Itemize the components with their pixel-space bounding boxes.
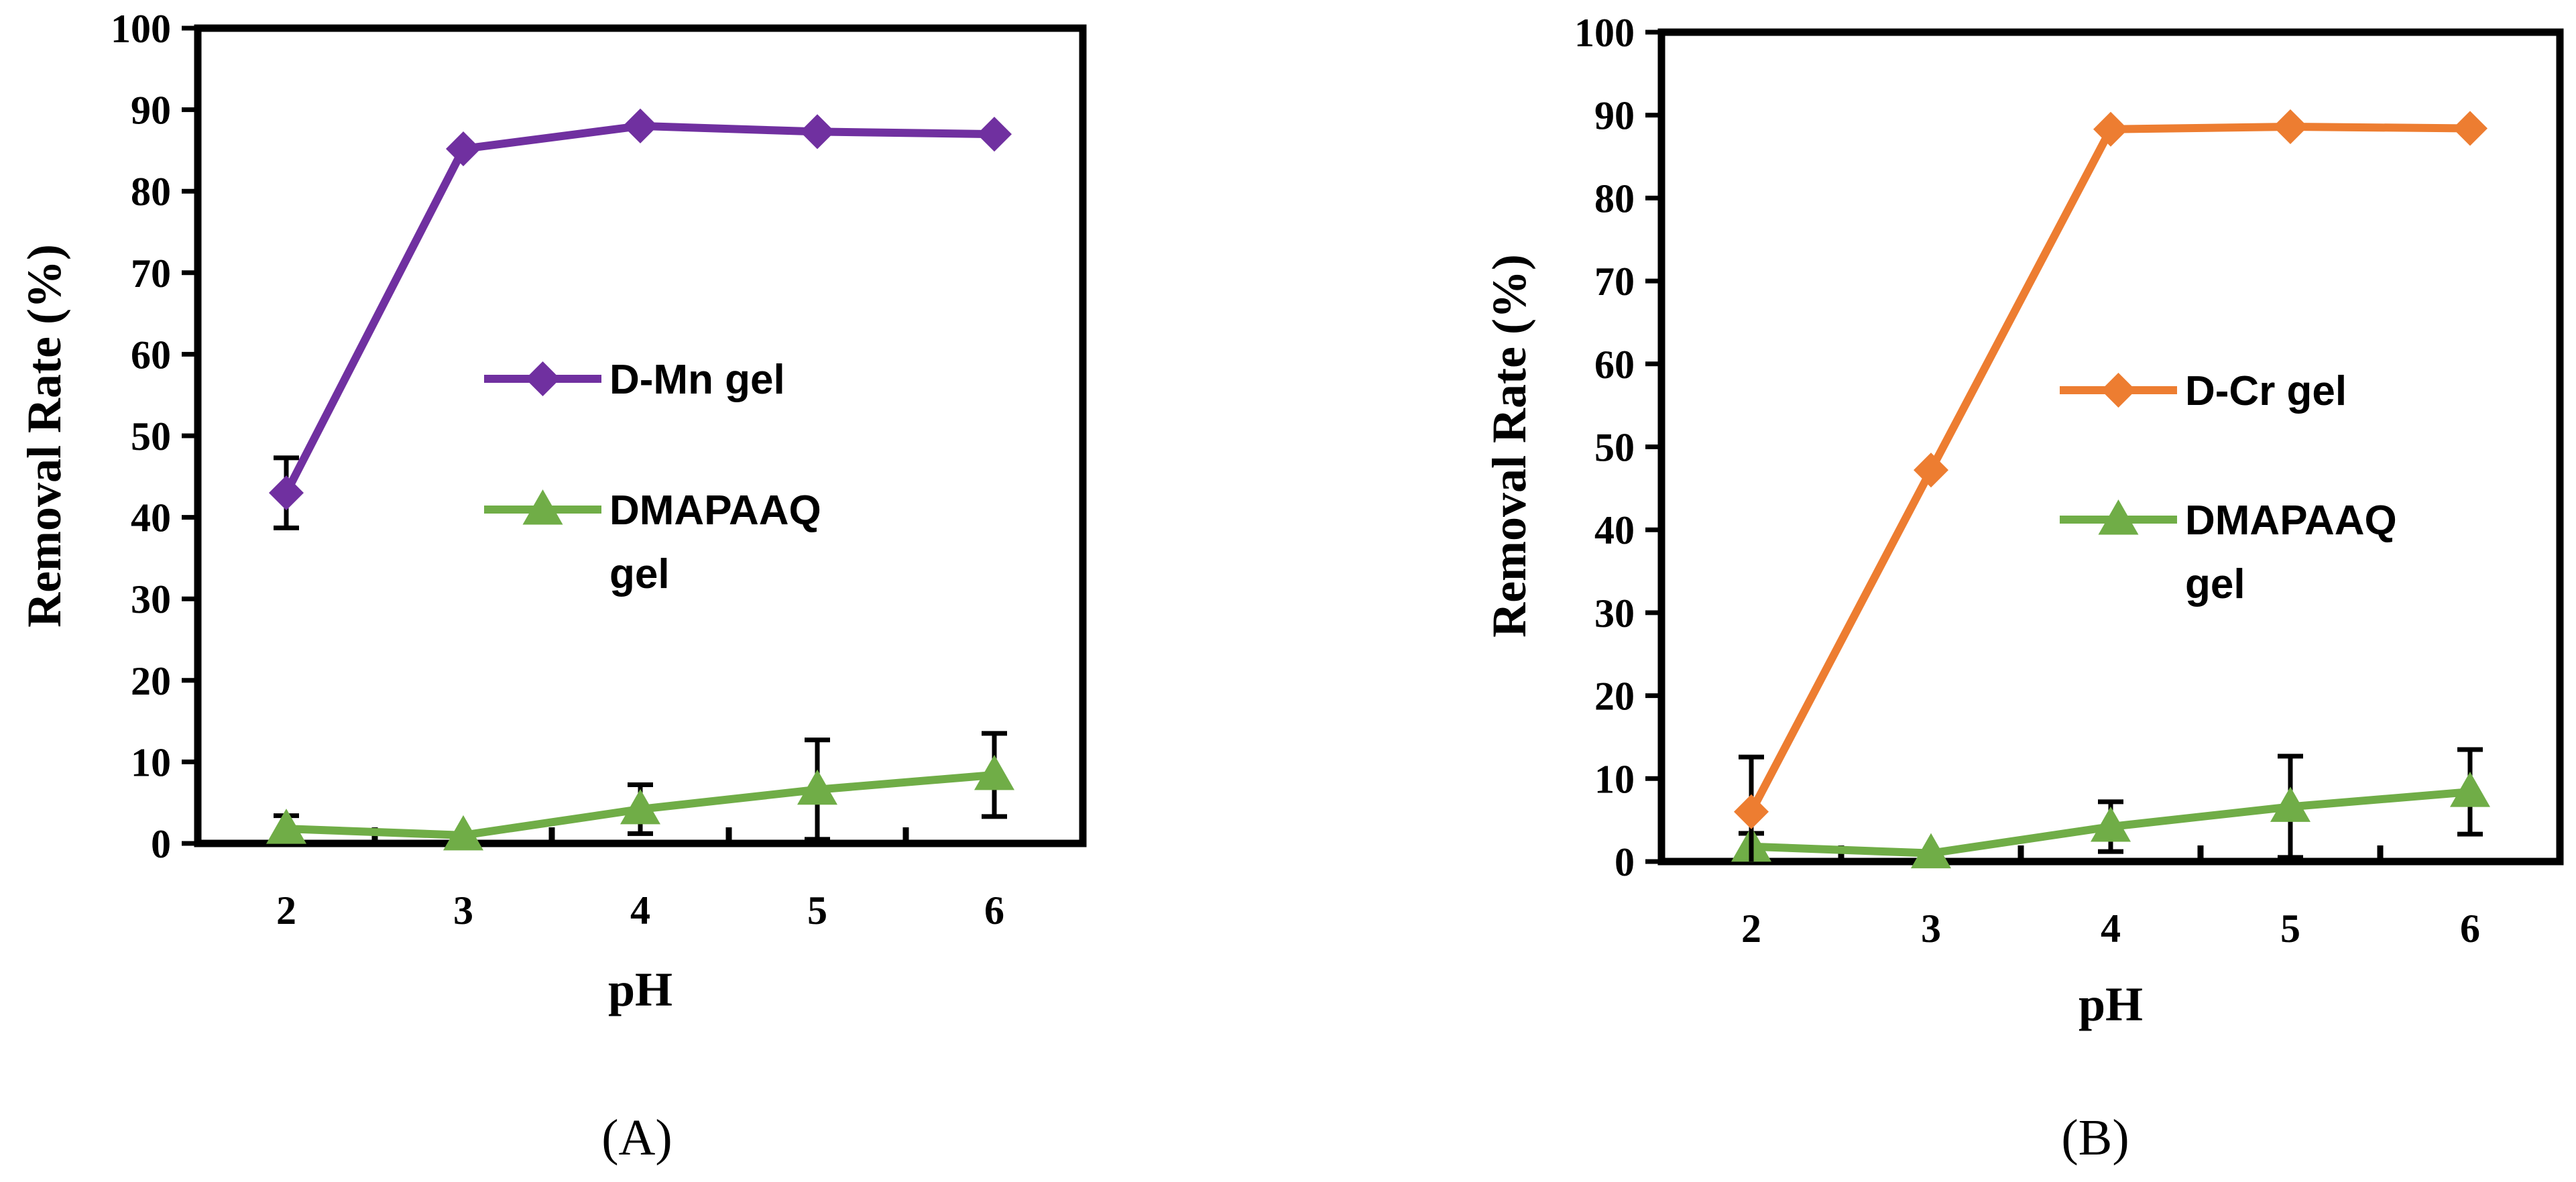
panel-a-x-tick-label: 3 <box>453 888 473 933</box>
panel-b-legend-entry-marker <box>2098 499 2139 535</box>
panel-a-y-tick-label: 0 <box>151 822 171 866</box>
panel-b-x-tick-label: 4 <box>2101 906 2121 951</box>
panel-a-series-dmapaaq-gel-point <box>266 809 306 844</box>
panel-b-chart: 0 10 20 30 40 50 60 70 80 90 100 2 3 4 5 6 Removal Rate … <box>1482 11 2564 1166</box>
panel-a-label: (A) <box>601 1110 672 1166</box>
panel-a-legend: D-Mn gel DMAPAAQ gel <box>484 357 821 597</box>
panel-a-series-d-mn-gel-line <box>282 121 995 495</box>
panel-a-series-d-mn-gel <box>269 108 1012 530</box>
panel-a-y-tick-label: 100 <box>111 7 171 51</box>
panel-a-legend-entry-marker <box>522 489 563 525</box>
panel-b-y-tick-label: 0 <box>1615 840 1635 884</box>
panel-b-legend-entry-label: DMAPAAQ <box>2185 497 2397 544</box>
panel-a-x-tick-label: 2 <box>276 888 296 933</box>
panel-b-legend-entry-marker <box>2101 373 2136 408</box>
panel-b-series-dmapaaq-gel-point <box>2091 807 2131 842</box>
panel-a-y-tick-label: 90 <box>131 88 171 133</box>
panel-b-plot-frame <box>1657 28 2564 866</box>
panel-a-legend-entry-label: DMAPAAQ <box>609 487 821 534</box>
panel-a-x-axis-title: pH <box>608 963 672 1016</box>
panel-b-x-tick-label: 3 <box>1921 906 1941 951</box>
panel-b-series-dmapaaq-gel <box>1731 747 2490 869</box>
panel-b-y-tick-label: 10 <box>1594 757 1635 801</box>
panel-a-series-dmapaaq-gel-point <box>797 769 837 805</box>
panel-a-y-tick-label: 40 <box>131 496 171 540</box>
panel-b-x-tick-label: 6 <box>2460 906 2480 951</box>
panel-a-y-tick-label: 60 <box>131 333 171 377</box>
panel-b-x-tick-label: 5 <box>2280 906 2300 951</box>
panel-a-series-dmapaaq-gel-point <box>620 788 660 825</box>
panel-a-y-tick-label: 30 <box>131 577 171 622</box>
panel-a-y-tick-label: 10 <box>131 740 171 784</box>
panel-a-y-tick-label: 20 <box>131 659 171 703</box>
panel-b-series-d-cr-gel-point <box>2453 111 2487 146</box>
panel-a-series-dmapaaq-gel <box>266 731 1014 851</box>
panel-b-series-d-cr-gel-point <box>1734 794 1769 829</box>
panel-b-series-dmapaaq-gel-point <box>2450 772 2490 807</box>
panel-b-y-tick-label: 80 <box>1594 176 1635 221</box>
panel-a-chart: 0 10 20 30 40 50 60 70 80 90 100 2 3 4 5 6 Removal Rate … <box>17 7 1087 1166</box>
panel-b-y-tick-label: 20 <box>1594 674 1635 719</box>
panel-b-series-dmapaaq-gel-point <box>1911 833 1951 869</box>
panel-b-series-d-cr-gel-point <box>1914 453 1948 488</box>
panel-a-series-d-mn-gel-point <box>269 475 304 511</box>
panel-b-y-tick-label: 90 <box>1594 94 1635 138</box>
panel-b-series-d-cr-gel-point <box>2273 109 2308 145</box>
panel-a-y-tick-label: 80 <box>131 170 171 214</box>
panel-a-series-d-mn-gel-point <box>977 117 1012 152</box>
panel-b-x-axis-title: pH <box>2079 978 2143 1031</box>
panel-a-series-dmapaaq-gel-point <box>974 754 1014 790</box>
panel-b-series-d-cr-gel-line <box>1747 123 2471 814</box>
panel-a-series-d-mn-gel-point <box>623 108 658 143</box>
panel-b-y-axis-title: Removal Rate (%) <box>1482 254 1536 638</box>
panel-b-legend-entry-label: D-Cr gel <box>2185 368 2347 414</box>
panel-b-y-tick-label: 60 <box>1594 343 1635 387</box>
panel-a-legend-entry-label: gel <box>609 551 670 597</box>
panel-b-series-dmapaaq-gel-point <box>2270 786 2310 822</box>
panel-a-series-d-mn-gel-point <box>446 131 481 166</box>
panel-a-x-tick-label: 5 <box>807 888 827 933</box>
panel-a-legend-entry-marker <box>525 361 561 396</box>
panel-a-x-tick-label: 4 <box>630 888 650 933</box>
panel-a-y-tick-label: 50 <box>131 414 171 459</box>
panel-b-y-tick-label: 70 <box>1594 259 1635 304</box>
panel-b-series-d-cr-gel-point <box>2093 111 2128 147</box>
panel-a-series-d-mn-gel-point <box>800 114 835 150</box>
panel-b-y-tick-label: 30 <box>1594 591 1635 636</box>
panel-a-y-tick-label: 70 <box>131 251 171 296</box>
panel-a-legend-entry-label: D-Mn gel <box>609 357 785 403</box>
panel-b-y-tick-label: 100 <box>1574 11 1635 55</box>
panel-b-x-tick-label: 2 <box>1741 906 1761 951</box>
panel-b-legend: D-Cr gel DMAPAAQ gel <box>2060 368 2397 607</box>
panel-b-y-tick-label: 50 <box>1594 426 1635 470</box>
panel-a-plot-frame <box>194 24 1087 847</box>
panel-a-series-dmapaaq-gel-point <box>443 815 483 851</box>
panel-b-series-d-cr-gel <box>1734 109 2487 862</box>
panel-b-legend-entry-label: gel <box>2185 561 2245 607</box>
panel-a-y-axis-title: Removal Rate (%) <box>17 244 71 628</box>
panel-a-x-tick-label: 6 <box>984 888 1004 933</box>
panel-b-label: (B) <box>2061 1110 2129 1166</box>
panel-b-y-tick-label: 40 <box>1594 508 1635 552</box>
